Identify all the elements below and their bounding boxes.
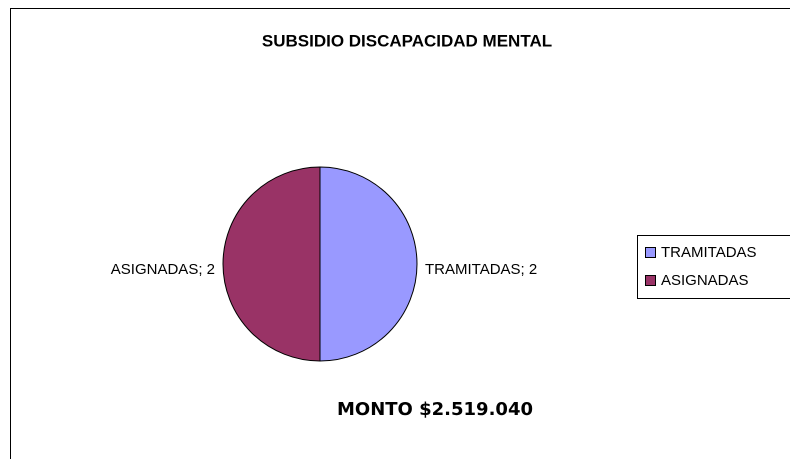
annotation: MONTO $2.519.040 [337,399,533,420]
pie-slice [222,166,321,362]
legend-label: TRAMITADAS [661,244,757,261]
legend-swatch [645,247,656,258]
chart-title: SUBSIDIO DISCAPACIDAD MENTAL [262,31,552,50]
data-label: TRAMITADAS; 2 [425,261,537,278]
legend-label: ASIGNADAS [661,272,749,289]
pie-slice [319,166,418,362]
legend-swatch [645,275,656,286]
legend-box [637,235,790,299]
data-label: ASIGNADAS; 2 [111,261,215,278]
